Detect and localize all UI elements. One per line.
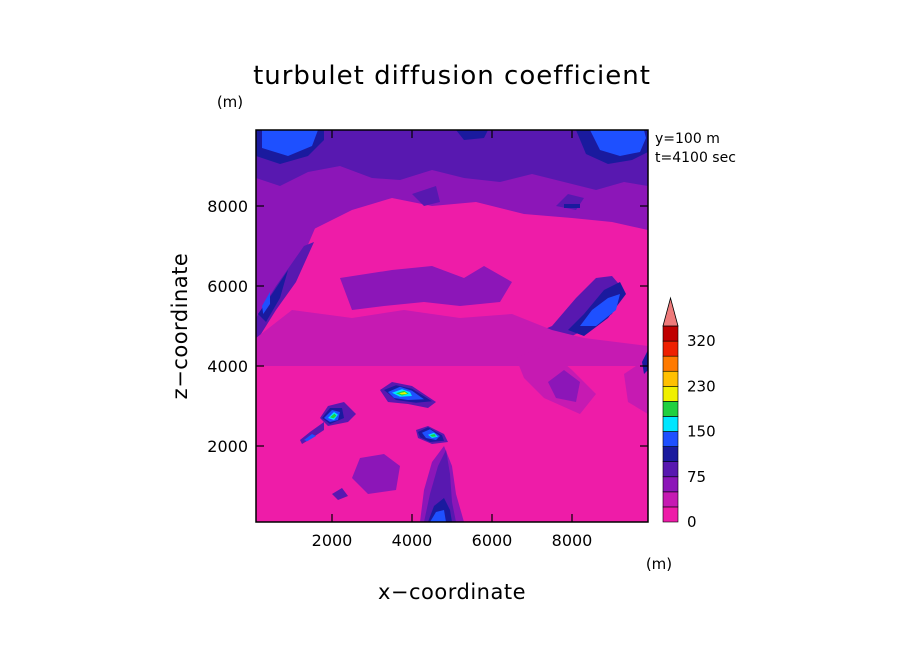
colorbar-tick-label: 320 — [687, 332, 716, 350]
colorbar-swatch — [662, 416, 679, 432]
colorbar-swatch — [662, 370, 679, 387]
colorbar-tick-label: 75 — [687, 468, 706, 486]
x-tick-label: 4000 — [392, 531, 433, 550]
contour-region-top-layer — [256, 130, 648, 190]
colorbar-swatch — [662, 491, 679, 508]
y-tick-label: 6000 — [207, 277, 248, 296]
y-tick-label: 2000 — [207, 437, 248, 456]
colorbar-swatch — [662, 386, 679, 402]
contour-region-left-streak2-cyan — [304, 434, 316, 442]
colorbar-swatch — [662, 325, 679, 342]
x-tick-label: 6000 — [472, 531, 513, 550]
colorbar: 0 75 150 230 320 — [662, 296, 716, 531]
contour-region-left-blob-yellow — [330, 413, 337, 419]
contour-region-center-blob-orange — [399, 392, 408, 395]
contour-region-top-right-cyan — [590, 130, 646, 156]
y-axis-label: z−coordinate — [168, 253, 192, 400]
contour-region-top-mid-blue — [564, 204, 580, 208]
x-tick-label: 8000 — [552, 531, 593, 550]
colorbar-swatch — [662, 401, 679, 417]
colorbar-tick-label: 230 — [687, 377, 716, 395]
contour-region-bottom-plume-navy — [424, 450, 456, 522]
contour-region-small-blob-c — [352, 454, 400, 494]
contour-region-center-left-purple — [340, 266, 512, 310]
contour-region-lower-blob-yellow — [430, 434, 436, 437]
contour-plot-area — [256, 130, 648, 522]
contour-region-lower-right-purple — [624, 358, 648, 414]
contour-region-left-streak-navy — [256, 242, 314, 342]
contour-region-small-blob-b — [332, 488, 348, 500]
y-tick-label: 4000 — [207, 357, 248, 376]
contour-region-right-navy — [524, 276, 624, 346]
colorbar-swatch — [662, 431, 679, 447]
colorbar-tick-label: 150 — [687, 423, 716, 441]
colorbar-swatch — [662, 506, 679, 523]
colorbar-swatch — [662, 476, 679, 493]
x-axis-ticks: 2000 4000 6000 8000 — [312, 130, 593, 550]
x-tick-label: 2000 — [312, 531, 353, 550]
annotation-y: y=100 m — [655, 131, 720, 147]
colorbar-tick-label: 0 — [687, 513, 697, 531]
contour-region-bottom-plume-cyan — [430, 510, 446, 522]
plot-frame — [255, 129, 649, 523]
contour-region-right-cyan — [580, 294, 620, 326]
contour-region-mid-right-dark — [548, 370, 580, 402]
contour-region-top-left-cyan — [262, 130, 318, 156]
annotation-t: t=4100 sec — [655, 150, 736, 166]
x-unit-label: (m) — [646, 555, 672, 573]
colorbar-swatch — [662, 461, 679, 478]
contour-region-left-streak-cyan — [262, 292, 270, 314]
y-unit-label: (m) — [217, 93, 243, 111]
contour-region-top-mid-navy-1 — [412, 186, 440, 206]
contour-region-right-edge-blue — [642, 350, 648, 374]
chart-title: turbulet diffusion coefficient — [253, 61, 651, 91]
x-axis-label: x−coordinate — [378, 580, 526, 604]
y-axis-ticks: 2000 4000 6000 8000 — [207, 197, 648, 456]
colorbar-swatch — [662, 355, 679, 372]
colorbar-swatch — [662, 340, 679, 357]
colorbar-swatch — [662, 446, 679, 462]
colorbar-extend-arrow — [662, 296, 679, 327]
y-tick-label: 8000 — [207, 197, 248, 216]
contour-region-top-center-blue — [456, 130, 488, 140]
